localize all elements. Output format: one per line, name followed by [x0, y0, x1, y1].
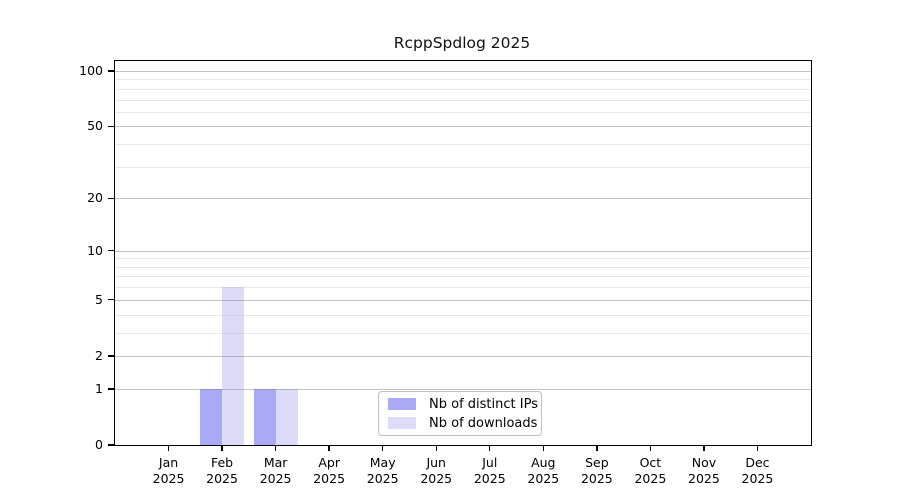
- year-label: 2025: [741, 471, 774, 486]
- major-gridline: [115, 126, 811, 128]
- y-tick: [108, 125, 114, 128]
- y-tick-label: 100: [79, 63, 103, 78]
- x-tick: [703, 445, 705, 451]
- x-tick-label: Oct 2025: [618, 455, 682, 487]
- year-label: 2025: [366, 471, 399, 486]
- x-tick: [167, 445, 170, 451]
- year-label: 2025: [206, 471, 238, 486]
- month-label: Feb: [210, 455, 234, 470]
- minor-gridline: [115, 258, 811, 260]
- x-tick-label: Sep 2025: [565, 455, 629, 487]
- year-label: 2025: [688, 471, 720, 486]
- y-tick-label: 20: [87, 190, 103, 206]
- year-label: 2025: [634, 471, 667, 486]
- year-label: 2025: [313, 471, 346, 486]
- legend-row-distinct-ips: Nb of distinct IPs: [388, 396, 541, 412]
- year-label: 2025: [473, 471, 506, 486]
- month-label: Oct: [639, 455, 662, 470]
- minor-gridline: [115, 276, 811, 278]
- month-label: Mar: [263, 455, 288, 470]
- month-label: Jul: [482, 455, 498, 470]
- x-tick-label: Jul 2025: [458, 455, 522, 487]
- bar-mar-distinct-ips: [253, 388, 276, 445]
- x-tick-label: Jan 2025: [137, 455, 201, 487]
- y-tick: [108, 299, 114, 301]
- minor-gridline: [115, 287, 811, 289]
- x-tick-label: Apr 2025: [297, 455, 361, 487]
- month-label: Apr: [318, 455, 340, 470]
- x-tick: [435, 445, 437, 451]
- x-tick-label: Jun 2025: [404, 455, 468, 487]
- x-tick: [489, 445, 491, 451]
- minor-gridline: [115, 99, 811, 101]
- legend: Nb of distinct IPs Nb of downloads: [378, 391, 542, 436]
- major-gridline: [115, 250, 811, 252]
- year-label: 2025: [527, 471, 560, 486]
- x-tick: [274, 445, 277, 451]
- y-tick: [108, 197, 114, 199]
- x-tick-label: May 2025: [351, 455, 415, 487]
- month-label: Sep: [585, 455, 609, 470]
- x-tick-label: Dec 2025: [725, 455, 789, 487]
- y-tick: [108, 249, 114, 252]
- minor-gridline: [115, 88, 811, 90]
- bar-mar-downloads: [275, 388, 298, 445]
- bar-feb-distinct-ips: [200, 388, 223, 445]
- year-label: 2025: [420, 471, 453, 486]
- x-tick-label: Nov 2025: [672, 455, 736, 487]
- year-label: 2025: [259, 471, 292, 486]
- minor-gridline: [115, 111, 811, 113]
- legend-label-distinct-ips: Nb of distinct IPs: [429, 396, 538, 412]
- x-tick-label: Mar 2025: [244, 455, 308, 487]
- major-gridline: [115, 299, 811, 301]
- month-label: Aug: [531, 455, 556, 470]
- y-tick-label: 0: [95, 437, 103, 452]
- major-gridline: [115, 71, 811, 72]
- y-tick-label: 10: [87, 242, 103, 258]
- bar-feb-downloads: [222, 287, 245, 445]
- y-tick-label: 1: [95, 380, 103, 396]
- year-label: 2025: [152, 471, 185, 486]
- plot-area: 100 50 20 10 5 2 1 0 Jan 2025 Feb 2025 Mar 2025 Apr 202…: [79, 60, 812, 486]
- month-label: Dec: [745, 455, 770, 470]
- legend-swatch-downloads: [388, 417, 416, 429]
- x-tick: [381, 445, 384, 451]
- legend-label-downloads: Nb of downloads: [429, 415, 538, 431]
- chart-title: RcppSpdlog 2025: [393, 34, 531, 52]
- major-gridline: [115, 198, 811, 200]
- minor-gridline: [115, 166, 811, 168]
- x-tick: [756, 445, 759, 451]
- y-tick-label: 50: [87, 118, 103, 134]
- minor-gridline: [115, 79, 811, 81]
- month-label: Jun: [426, 455, 446, 470]
- month-label: May: [369, 455, 396, 470]
- legend-swatch-distinct-ips: [388, 398, 416, 410]
- x-tick: [542, 445, 544, 451]
- x-tick: [221, 445, 223, 451]
- y-tick: [108, 444, 114, 446]
- minor-gridline: [115, 314, 811, 316]
- x-tick: [328, 445, 330, 451]
- minor-gridline: [115, 144, 811, 146]
- y-tick-label: 5: [95, 291, 103, 307]
- x-tick: [596, 445, 598, 451]
- year-label: 2025: [580, 471, 613, 486]
- x-tick-label: Aug 2025: [511, 455, 575, 487]
- month-label: Nov: [691, 455, 717, 470]
- y-tick: [108, 388, 114, 390]
- major-gridline: [115, 388, 811, 390]
- x-tick-label: Feb 2025: [190, 455, 254, 487]
- major-gridline: [115, 355, 811, 357]
- y-tick: [108, 70, 114, 72]
- x-tick: [649, 445, 652, 451]
- month-label: Jan: [158, 455, 179, 470]
- y-tick: [108, 355, 114, 357]
- legend-row-downloads: Nb of downloads: [388, 415, 541, 431]
- minor-gridline: [115, 332, 811, 334]
- y-tick-label: 2: [95, 347, 103, 363]
- minor-gridline: [115, 266, 811, 268]
